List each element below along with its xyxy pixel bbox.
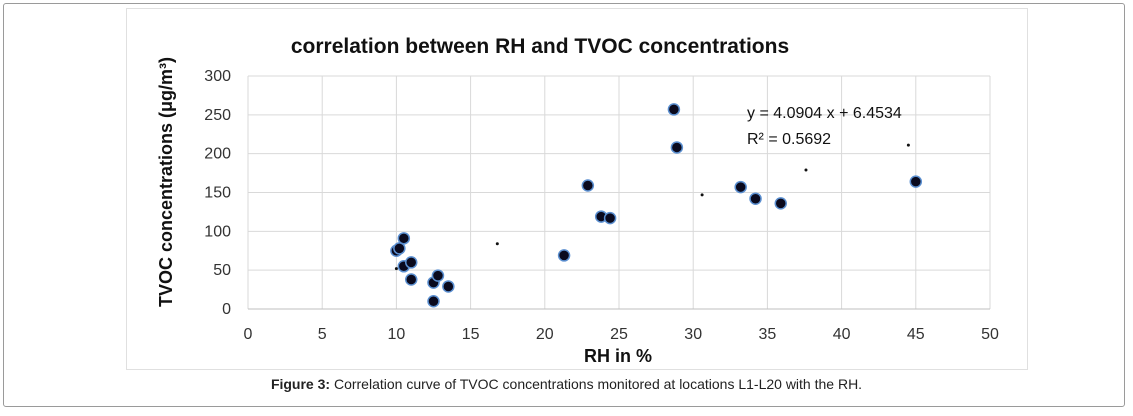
data-point	[404, 273, 418, 286]
data-point	[734, 180, 747, 194]
y-tick-label: 150	[204, 185, 231, 202]
r-squared: R² = 0.5692	[747, 131, 831, 148]
x-tick-label: 5	[318, 326, 327, 343]
data-point	[427, 294, 440, 308]
data-point	[909, 175, 923, 188]
y-tick-label: 0	[222, 301, 231, 318]
y-tick-label: 200	[204, 146, 231, 163]
x-tick-label: 40	[833, 326, 851, 343]
data-point	[749, 192, 762, 205]
tick-labels: 0 5 10 15 20 25 30 35 40 45 50 0 50 100 150 200 250 300	[204, 68, 999, 343]
data-point	[397, 232, 411, 245]
x-tick-label: 30	[684, 326, 702, 343]
data-point	[667, 103, 681, 116]
y-tick-label: 100	[204, 223, 231, 240]
x-tick-label: 20	[536, 326, 554, 343]
y-tick-label: 250	[204, 107, 231, 124]
chart-area	[126, 8, 1028, 370]
data-point	[431, 269, 445, 282]
data-point	[670, 141, 684, 154]
y-tick-label: 50	[213, 262, 231, 279]
data-point	[393, 242, 406, 255]
trendline	[394, 143, 910, 271]
trendline-point	[804, 168, 808, 172]
data-point	[774, 197, 788, 210]
y-tick-label: 300	[204, 68, 231, 85]
grid-lines	[247, 75, 991, 310]
data-point	[581, 179, 595, 192]
y-axis-label: TVOC concentrations (μg/m³)	[156, 57, 176, 307]
figure-caption: Figure 3: Correlation curve of TVOC conc…	[0, 376, 1133, 392]
x-axis-label: RH in %	[584, 346, 652, 366]
trendline-point	[495, 242, 499, 246]
data-point	[603, 211, 617, 225]
x-tick-label: 45	[907, 326, 925, 343]
x-tick-label: 25	[610, 326, 628, 343]
x-tick-label: 35	[759, 326, 777, 343]
trendline-point	[394, 267, 398, 271]
x-tick-label: 50	[981, 326, 999, 343]
data-point	[404, 256, 418, 269]
caption-text: Correlation curve of TVOC concentrations…	[330, 376, 863, 392]
trendline-point	[906, 143, 910, 147]
data-points	[390, 103, 923, 308]
x-tick-label: 0	[244, 326, 253, 343]
x-tick-label: 10	[388, 326, 406, 343]
chart-title: correlation between RH and TVOC concentr…	[291, 35, 789, 58]
regression-equation: y = 4.0904 x + 6.4534	[747, 105, 902, 122]
data-point	[557, 249, 571, 262]
data-point	[442, 280, 455, 293]
caption-label: Figure 3:	[270, 376, 331, 392]
x-tick-label: 15	[462, 326, 480, 343]
trendline-point	[700, 193, 704, 197]
